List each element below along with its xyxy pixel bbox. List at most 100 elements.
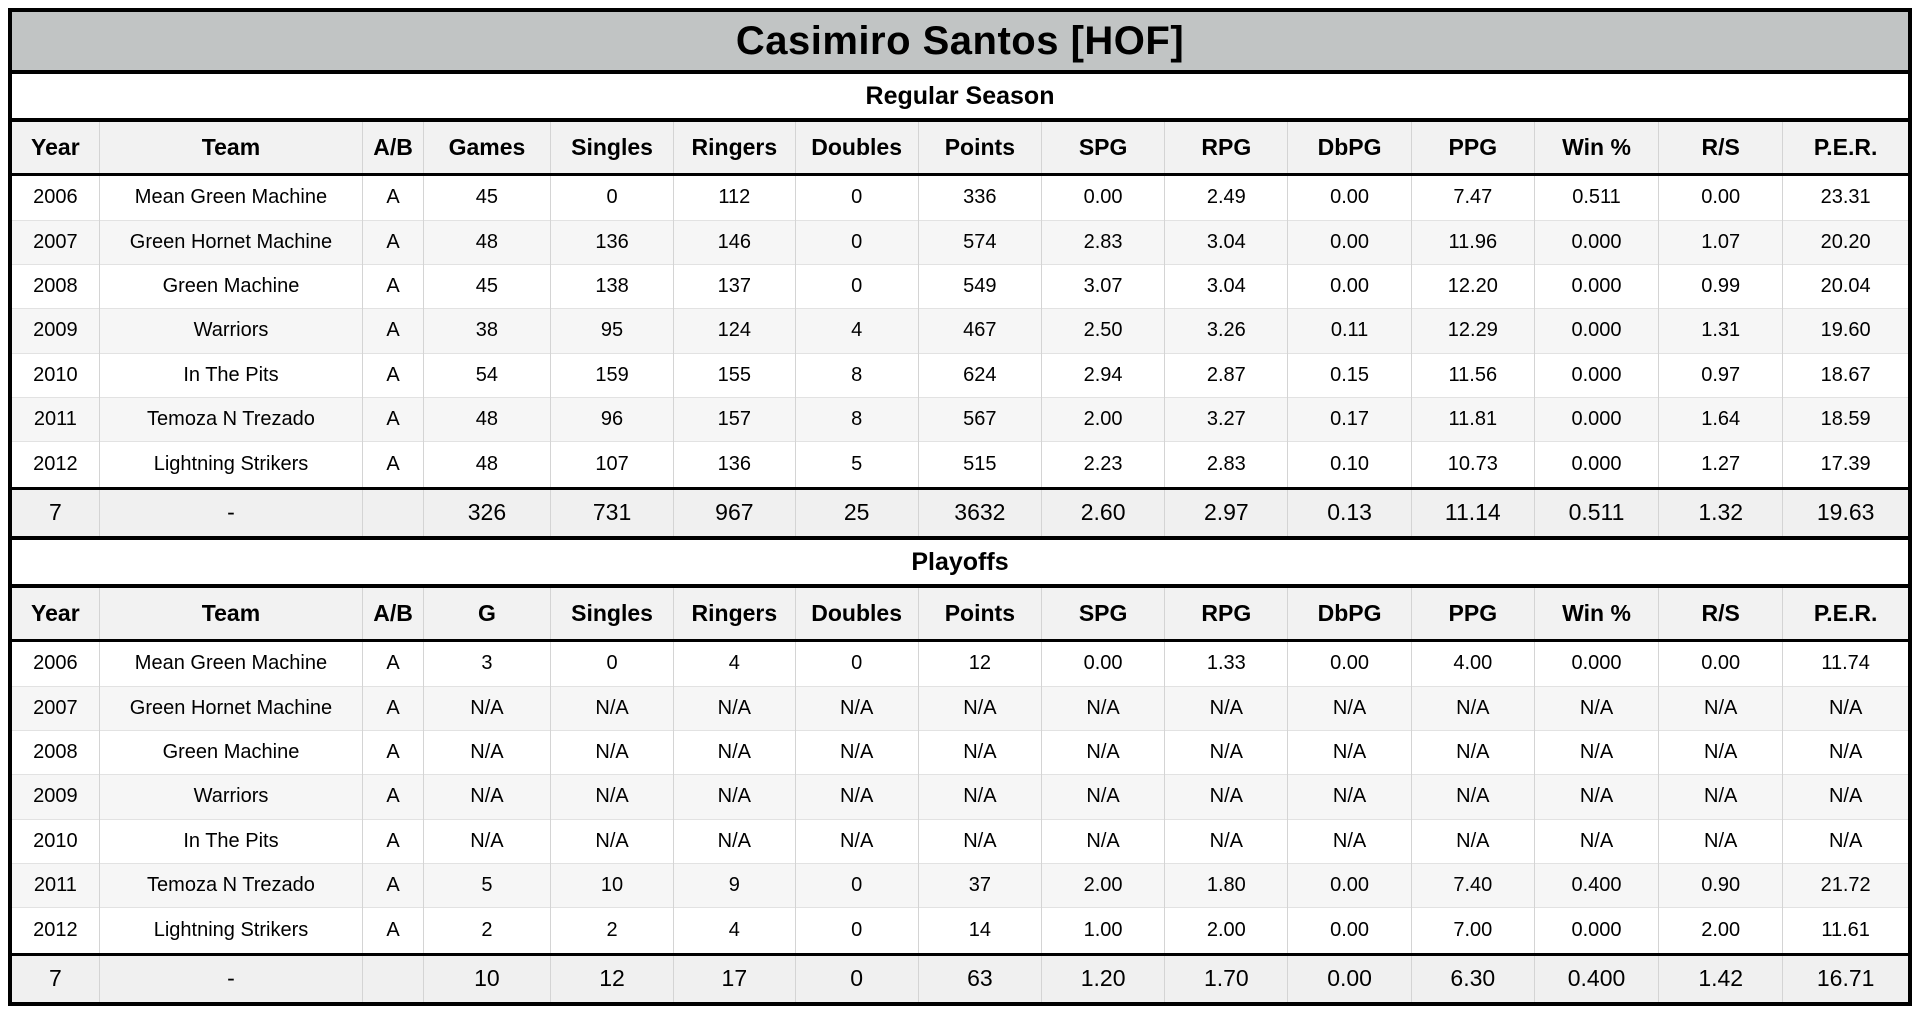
stat-cell: 5 xyxy=(794,441,919,488)
team-cell: Lightning Strikers xyxy=(98,907,363,954)
stat-cell: 0.000 xyxy=(1533,441,1659,488)
stat-cell: 12.20 xyxy=(1410,263,1535,309)
season-row-2010: 2010 In The Pits A N/A N/A N/A N/A N/A N/A N/A N/A… xyxy=(12,818,1908,864)
column-header-singles: Singles xyxy=(549,588,674,642)
stat-cell: A xyxy=(362,907,424,954)
season-row-2009: 2009 Warriors A 38 95 124 4 467 2.50 3.26 0.11 12.2… xyxy=(12,308,1908,354)
stat-cell: 8 xyxy=(794,352,919,398)
stat-cell: N/A xyxy=(1658,774,1783,820)
stat-cell: 0.11 xyxy=(1287,308,1412,354)
stat-cell: N/A xyxy=(1658,818,1783,864)
total-cell: 7 xyxy=(12,486,100,536)
stat-cell: A xyxy=(362,441,424,488)
stat-cell: 14 xyxy=(917,907,1042,954)
stat-cell: 4 xyxy=(673,639,796,687)
stat-cell: N/A xyxy=(1164,774,1288,820)
total-cell: 12 xyxy=(549,952,674,1002)
total-cell: 25 xyxy=(794,486,919,536)
stat-cell: 0 xyxy=(794,219,919,265)
stat-cell: A xyxy=(362,729,424,775)
season-row-2012: 2012 Lightning Strikers A 48 107 136 5 515 2.23 2… xyxy=(12,441,1908,488)
stat-cell: N/A xyxy=(1782,685,1908,731)
stat-cell: N/A xyxy=(1164,685,1288,731)
column-header-ppg: PPG xyxy=(1410,122,1535,176)
column-header-dbpg: DbPG xyxy=(1287,122,1412,176)
stat-cell: 38 xyxy=(422,308,551,354)
stat-cell: 10.73 xyxy=(1410,441,1535,488)
season-row-2007: 2007 Green Hornet Machine A 48 136 146 0 574 2.8… xyxy=(12,219,1908,265)
stat-cell: 107 xyxy=(549,441,674,488)
stat-cell: N/A xyxy=(1287,774,1412,820)
stat-cell: 0 xyxy=(549,639,674,687)
stat-cell: A xyxy=(362,396,424,442)
stat-cell: N/A xyxy=(1782,729,1908,775)
stat-cell: 96 xyxy=(549,396,674,442)
stat-cell: N/A xyxy=(794,818,919,864)
stat-cell: 17.39 xyxy=(1782,441,1908,488)
stat-cell: 0.00 xyxy=(1658,639,1783,687)
stat-cell: 45 xyxy=(422,263,551,309)
stat-cell: 0.00 xyxy=(1287,862,1412,908)
totals-row: 7- 10 12 17 0 63 1.20 1.70 0.00 6.30 0.400 1.42 16.7… xyxy=(12,952,1908,1002)
total-cell: 1.20 xyxy=(1040,952,1165,1002)
stat-cell: N/A xyxy=(1782,818,1908,864)
stat-cell: 2.87 xyxy=(1164,352,1288,398)
year-cell: 2009 xyxy=(12,308,100,354)
stat-cell: N/A xyxy=(794,729,919,775)
stat-cell: N/A xyxy=(1533,818,1659,864)
stat-cell: 3.26 xyxy=(1164,308,1288,354)
stat-cell: 0 xyxy=(549,173,674,221)
stat-cell: 0.90 xyxy=(1658,862,1783,908)
stat-cell: 0.000 xyxy=(1533,352,1659,398)
total-cell: 10 xyxy=(422,952,551,1002)
stat-cell: N/A xyxy=(422,729,551,775)
stat-cell: A xyxy=(362,685,424,731)
stat-cell: 1.00 xyxy=(1040,907,1165,954)
stat-cell: 54 xyxy=(422,352,551,398)
stat-cell: 4 xyxy=(794,308,919,354)
total-cell: 1.42 xyxy=(1658,952,1783,1002)
stat-cell: 8 xyxy=(794,396,919,442)
stat-cell: 2.23 xyxy=(1040,441,1165,488)
stat-cell: 18.59 xyxy=(1782,396,1908,442)
season-row-2009: 2009 Warriors A N/A N/A N/A N/A N/A N/A N/A N/A N/A… xyxy=(12,774,1908,820)
stat-cell: 0 xyxy=(794,907,919,954)
stat-cell: 11.61 xyxy=(1782,907,1908,954)
stat-cell: 0.00 xyxy=(1287,639,1412,687)
column-header-a-b: A/B xyxy=(362,122,424,176)
total-cell: - xyxy=(98,952,363,1002)
column-header-a-b: A/B xyxy=(362,588,424,642)
stat-cell: 23.31 xyxy=(1782,173,1908,221)
team-cell: Green Machine xyxy=(98,729,363,775)
stat-cell: A xyxy=(362,173,424,221)
stat-cell: 48 xyxy=(422,219,551,265)
stat-cell: 0.00 xyxy=(1040,639,1165,687)
stat-cell: 1.80 xyxy=(1164,862,1288,908)
totals-row: 7-326 731 967 25 3632 2.60 2.97 0.13 11.14 0.511 1… xyxy=(12,486,1908,536)
stat-cell: 9 xyxy=(673,862,796,908)
column-header-p-e-r: P.E.R. xyxy=(1782,588,1908,642)
regular-season-table-wrap: Year Team A/B Games Singles Ringers Doubles Poi… xyxy=(12,122,1908,536)
stat-cell: 2.00 xyxy=(1040,396,1165,442)
team-cell: In The Pits xyxy=(98,818,363,864)
stat-cell: 11.96 xyxy=(1410,219,1535,265)
column-header-ppg: PPG xyxy=(1410,588,1535,642)
stat-cell: 0.10 xyxy=(1287,441,1412,488)
stat-cell: 5 xyxy=(422,862,551,908)
stat-cell: 124 xyxy=(673,308,796,354)
stat-cell: 0 xyxy=(794,173,919,221)
column-header-row: Year Team A/B G Singles Ringers Doubles Points S… xyxy=(12,588,1908,642)
total-cell: 0.00 xyxy=(1287,952,1412,1002)
stat-cell: N/A xyxy=(422,774,551,820)
stat-cell: N/A xyxy=(1164,818,1288,864)
total-cell: 17 xyxy=(673,952,796,1002)
stat-cell: 157 xyxy=(673,396,796,442)
stat-cell: 3.04 xyxy=(1164,219,1288,265)
stat-cell: 515 xyxy=(917,441,1042,488)
stat-cell: 0 xyxy=(794,862,919,908)
stat-cell: N/A xyxy=(549,818,674,864)
column-header-rpg: RPG xyxy=(1164,588,1288,642)
playoffs-table-wrap: Year Team A/B G Singles Ringers Doubles Points S… xyxy=(12,588,1908,1002)
stat-cell: N/A xyxy=(1410,774,1535,820)
stat-cell: N/A xyxy=(422,818,551,864)
